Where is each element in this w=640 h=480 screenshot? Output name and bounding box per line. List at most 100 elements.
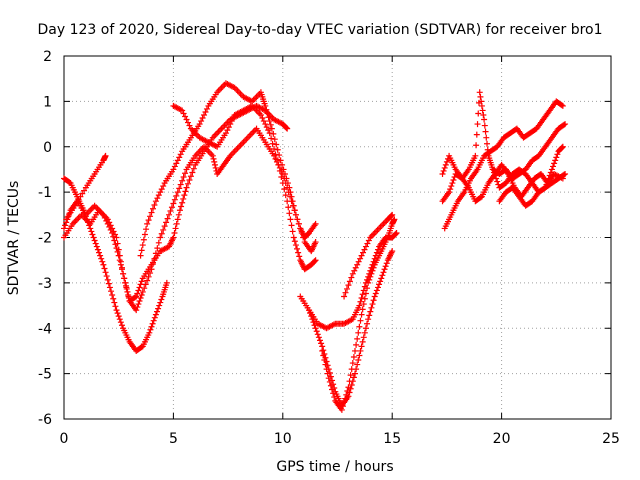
- data-point: [182, 188, 189, 195]
- data-point: [355, 258, 362, 265]
- data-point: [144, 277, 151, 284]
- data-point: [289, 198, 296, 205]
- data-point: [272, 151, 279, 158]
- series-track-f: [170, 102, 319, 273]
- series-track-l: [439, 89, 566, 196]
- data-point: [176, 154, 183, 161]
- data-point: [341, 293, 348, 300]
- y-tick-label: 0: [43, 140, 52, 156]
- data-point: [147, 213, 154, 220]
- data-point: [170, 234, 177, 241]
- data-point: [315, 334, 322, 341]
- data-point: [329, 386, 336, 393]
- data-point: [263, 106, 270, 113]
- data-point: [110, 228, 117, 235]
- data-point: [440, 167, 447, 174]
- data-point: [559, 102, 566, 109]
- data-point: [211, 161, 218, 168]
- data-point: [176, 207, 183, 214]
- data-point: [372, 290, 379, 297]
- data-point: [338, 406, 345, 413]
- data-point: [179, 177, 186, 184]
- data-point: [187, 173, 194, 180]
- y-tick-label: -3: [38, 276, 52, 292]
- data-point: [158, 230, 165, 237]
- data-point: [79, 190, 86, 197]
- data-point: [225, 124, 232, 131]
- data-point: [546, 172, 553, 179]
- data-point: [117, 258, 124, 265]
- x-tick-label: 20: [493, 431, 511, 447]
- data-point: [210, 155, 217, 162]
- data-point: [361, 295, 368, 302]
- data-point: [161, 223, 168, 230]
- data-point: [312, 220, 319, 227]
- data-point: [354, 335, 361, 342]
- series-track-o: [496, 170, 569, 209]
- data-point: [148, 209, 155, 216]
- data-point: [123, 284, 130, 291]
- data-point: [553, 154, 560, 161]
- data-point: [125, 293, 132, 300]
- data-point: [92, 240, 99, 247]
- data-point: [274, 146, 281, 153]
- data-point: [268, 125, 275, 132]
- data-point: [360, 249, 367, 256]
- data-point: [352, 264, 359, 271]
- data-point: [177, 151, 184, 158]
- data-point: [117, 319, 124, 326]
- data-point: [342, 289, 349, 296]
- data-point: [482, 128, 489, 135]
- data-point: [198, 118, 205, 125]
- data-point: [393, 229, 400, 236]
- grid-layer: [64, 56, 611, 419]
- points-layer: [61, 80, 569, 413]
- data-point: [150, 317, 157, 324]
- data-point: [474, 121, 481, 128]
- data-point: [262, 121, 269, 128]
- data-point: [360, 301, 367, 308]
- data-point: [148, 323, 155, 330]
- data-point: [203, 105, 210, 112]
- data-point: [354, 361, 361, 368]
- data-point: [134, 304, 141, 311]
- data-point: [288, 193, 295, 200]
- data-point: [71, 202, 78, 209]
- data-point: [262, 102, 269, 109]
- data-point: [297, 225, 304, 232]
- data-point: [146, 329, 153, 336]
- data-point: [342, 395, 349, 402]
- data-point: [199, 115, 206, 122]
- data-point: [102, 152, 109, 159]
- data-point: [227, 121, 234, 128]
- data-point: [294, 245, 301, 252]
- data-point: [281, 170, 288, 177]
- data-point: [472, 152, 479, 159]
- data-point: [362, 290, 369, 297]
- data-point: [155, 192, 162, 199]
- data-point: [296, 253, 303, 260]
- data-point: [481, 122, 488, 129]
- data-point: [136, 298, 143, 305]
- data-point: [280, 166, 287, 173]
- data-point: [66, 179, 73, 186]
- data-point: [349, 360, 356, 367]
- series-track-i: [319, 216, 398, 413]
- data-point: [144, 220, 151, 227]
- data-point: [551, 160, 558, 167]
- data-point: [97, 252, 104, 259]
- data-point: [122, 279, 129, 286]
- data-point: [124, 288, 131, 295]
- data-point: [118, 322, 125, 329]
- y-tick-label: 2: [43, 49, 52, 65]
- data-point: [147, 326, 154, 333]
- data-point: [88, 228, 95, 235]
- data-point: [291, 238, 298, 245]
- data-point: [364, 240, 371, 247]
- data-point: [140, 236, 147, 243]
- data-point: [134, 290, 141, 297]
- data-point: [494, 178, 501, 185]
- data-point: [115, 313, 122, 320]
- data-point: [263, 124, 270, 131]
- data-point: [175, 211, 182, 218]
